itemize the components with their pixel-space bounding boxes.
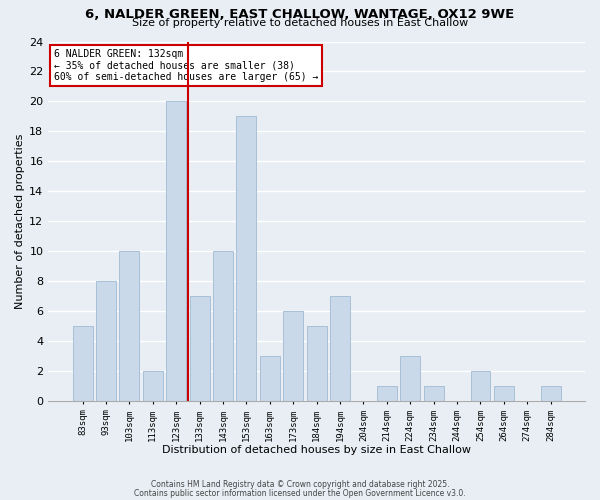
Bar [96,281,116,401]
Bar [377,386,397,401]
Bar [307,326,326,401]
Text: Size of property relative to detached houses in East Challow: Size of property relative to detached ho… [132,18,468,28]
Text: Contains HM Land Registry data © Crown copyright and database right 2025.: Contains HM Land Registry data © Crown c… [151,480,449,489]
Bar [283,311,303,401]
Bar [143,371,163,401]
Bar [494,386,514,401]
Text: 6 NALDER GREEN: 132sqm
← 35% of detached houses are smaller (38)
60% of semi-det: 6 NALDER GREEN: 132sqm ← 35% of detached… [53,48,318,82]
Bar [166,102,186,401]
Bar [190,296,209,401]
Bar [213,251,233,401]
Bar [73,326,92,401]
Bar [236,116,256,401]
Bar [400,356,420,401]
Text: 6, NALDER GREEN, EAST CHALLOW, WANTAGE, OX12 9WE: 6, NALDER GREEN, EAST CHALLOW, WANTAGE, … [85,8,515,20]
Bar [470,371,490,401]
Bar [330,296,350,401]
X-axis label: Distribution of detached houses by size in East Challow: Distribution of detached houses by size … [162,445,471,455]
Bar [541,386,560,401]
Text: Contains public sector information licensed under the Open Government Licence v3: Contains public sector information licen… [134,488,466,498]
Bar [119,251,139,401]
Bar [424,386,443,401]
Bar [260,356,280,401]
Y-axis label: Number of detached properties: Number of detached properties [15,134,25,309]
